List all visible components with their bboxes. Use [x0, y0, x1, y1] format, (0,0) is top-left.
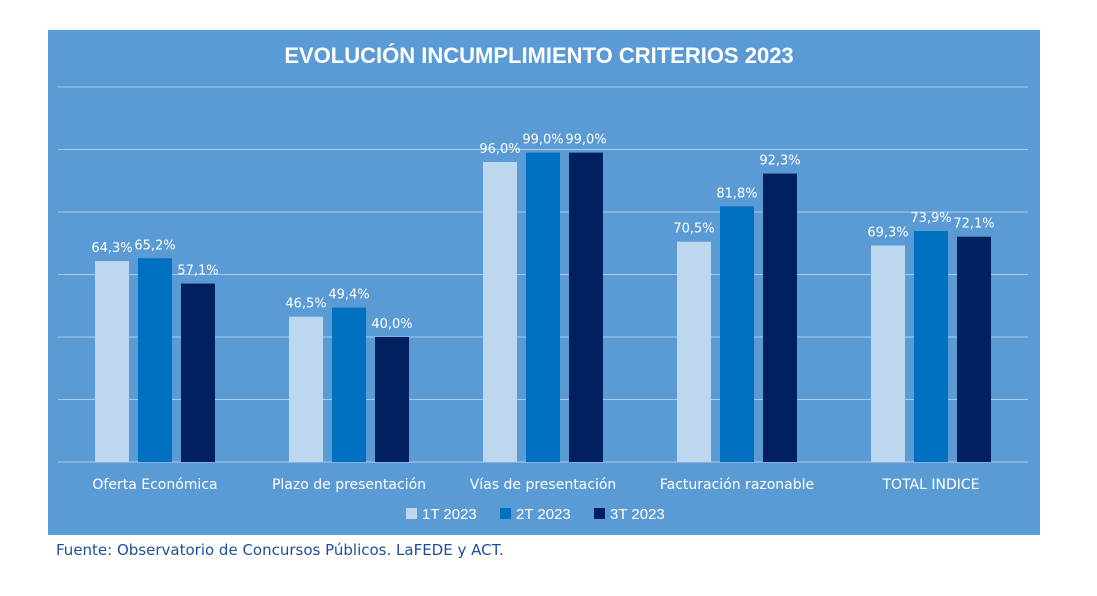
legend-label: 3T 2023: [610, 506, 665, 523]
bar: [138, 258, 172, 462]
category-label: TOTAL INDICE: [882, 477, 980, 493]
chart-title: EVOLUCIÓN INCUMPLIMIENTO CRITERIOS 2023: [284, 43, 793, 68]
bar: [289, 316, 323, 462]
data-label: 49,4%: [328, 288, 369, 303]
data-label: 72,1%: [953, 217, 994, 232]
bar: [95, 261, 129, 462]
data-label: 64,3%: [91, 241, 132, 256]
bar-chart: 64,3% 65,2%57,1%46,5%49,4%40,0%96,0%99,0%…: [48, 30, 1040, 535]
chart-panel: 64,3% 65,2% 57,1% 46,5% 49,4% 40,0% 96,0% 99,0%…: [48, 30, 1040, 535]
data-label: 65,2%: [134, 238, 175, 253]
bar: [375, 337, 409, 462]
bar: [569, 152, 603, 462]
category-label: Oferta Económica: [92, 477, 217, 493]
bar: [332, 307, 366, 462]
category-label: Facturación razonable: [660, 477, 814, 493]
bar: [526, 152, 560, 462]
data-labels: 64,3% 65,2%57,1%46,5%49,4%40,0%96,0%99,0%…: [91, 133, 994, 332]
category-label: Vías de presentación: [470, 477, 617, 493]
source-note: Fuente: Observatorio de Concursos Públic…: [56, 541, 504, 559]
data-label: 40,0%: [371, 317, 412, 332]
data-label: 70,5%: [673, 222, 714, 237]
bar: [720, 206, 754, 462]
data-label: 46,5%: [285, 297, 326, 312]
data-label: 57,1%: [177, 264, 218, 279]
bar: [914, 231, 948, 462]
data-label: 92,3%: [759, 154, 800, 169]
legend-label: 1T 2023: [422, 506, 477, 523]
legend-swatch: [594, 508, 605, 519]
bar: [677, 241, 711, 462]
data-label: 99,0%: [565, 133, 606, 148]
bar: [181, 283, 215, 462]
data-label: 69,3%: [867, 225, 908, 240]
data-label: 96,0%: [479, 142, 520, 157]
legend-swatch: [500, 508, 511, 519]
data-label: 99,0%: [522, 133, 563, 148]
category-labels: Oferta Económica Plazo de presentación Vía…: [92, 477, 979, 493]
bars: [95, 152, 991, 462]
legend-label: 2T 2023: [516, 506, 571, 523]
bar: [871, 245, 905, 462]
legend: 1T 2023 2T 2023 3T 2023: [406, 506, 665, 523]
data-label: 73,9%: [910, 211, 951, 226]
legend-swatch: [406, 508, 417, 519]
bar: [483, 162, 517, 462]
bar: [763, 173, 797, 462]
bar: [957, 236, 991, 462]
data-label: 81,8%: [716, 186, 757, 201]
category-label: Plazo de presentación: [272, 477, 426, 493]
